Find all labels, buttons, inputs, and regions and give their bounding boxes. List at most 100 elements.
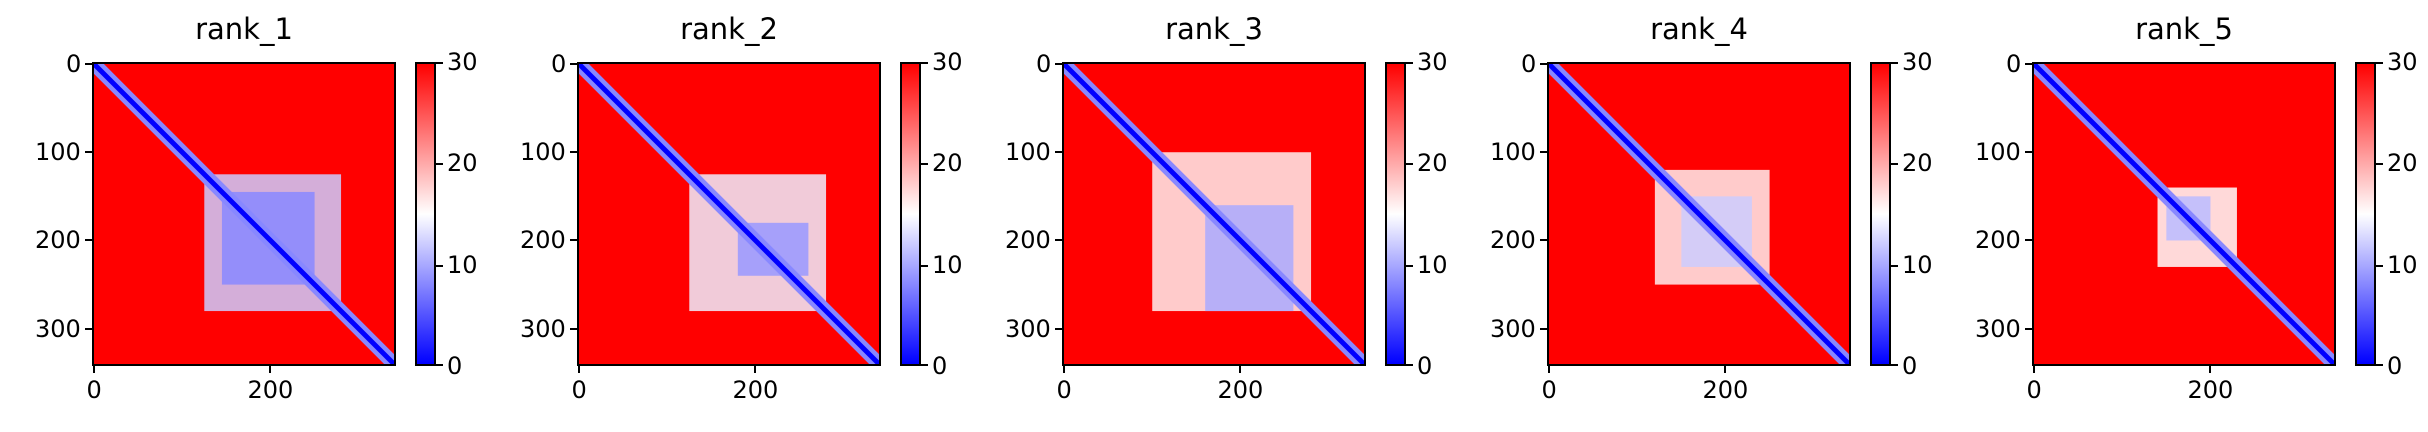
heatmap-panel-4: rank_4 0 200 0 100 200 300 0 10 20 30 [1455,0,1940,432]
y-tick-mark [1055,151,1062,154]
panel-title: rank_3 [1165,12,1263,46]
colorbar-tick-mark [2376,163,2383,166]
colorbar-tick-mark [1406,163,1413,166]
colorbar-tick-label: 0 [2387,352,2403,380]
heatmap-panel-3: rank_3 0 200 0 100 200 300 0 10 20 30 [970,0,1455,432]
y-tick-mark [570,151,577,154]
heatmap-plot-area [1547,62,1851,366]
colorbar-tick-mark [1891,364,1898,366]
colorbar-tick-mark [2376,364,2383,366]
y-tick-label: 200 [35,226,81,255]
panel-title: rank_4 [1650,12,1748,46]
y-tick-mark [1055,327,1062,330]
y-tick-label: 200 [520,226,566,255]
y-tick-mark [1055,63,1062,65]
colorbar-tick-mark [921,264,928,267]
colorbar-tick-mark [2376,62,2383,64]
y-tick-label: 100 [1975,138,2021,167]
x-tick-label: 200 [2187,376,2234,404]
colorbar [1385,62,1406,366]
colorbar-tick-label: 20 [2387,149,2418,178]
y-tick-mark [85,151,92,154]
x-tick-mark [2209,366,2212,373]
x-tick-mark [2033,366,2035,373]
y-tick-mark [570,327,577,330]
colorbar-tick-mark [1891,62,1898,64]
y-tick-label: 0 [66,50,82,78]
y-tick-label: 0 [1521,50,1537,78]
colorbar-tick-label: 0 [447,352,463,380]
y-tick-mark [85,327,92,330]
colorbar-tick-label: 10 [447,250,478,279]
colorbar-tick-mark [436,62,443,64]
x-tick-label: 0 [86,376,102,404]
y-tick-label: 0 [2006,50,2022,78]
colorbar-tick-mark [436,264,443,267]
colorbar-tick-mark [1891,163,1898,166]
y-tick-mark [1540,151,1547,154]
heatmap-diagonal [1549,64,1849,364]
y-tick-label: 200 [1005,226,1051,255]
x-tick-label: 200 [247,376,294,404]
colorbar-tick-label: 30 [1902,48,1933,76]
x-tick-label: 0 [1541,376,1557,404]
y-tick-mark [85,239,92,242]
x-tick-mark [1239,366,1242,373]
heatmap-panel-1: rank_1 0 200 0 100 200 300 0 10 20 30 [0,0,485,432]
y-tick-label: 100 [1490,138,1536,167]
y-tick-label: 100 [1005,138,1051,167]
colorbar-tick-mark [1891,264,1898,267]
heatmap-svg [2034,64,2334,364]
y-tick-label: 0 [551,50,567,78]
colorbar-tick-label: 10 [932,250,963,279]
y-tick-label: 300 [1005,314,1051,343]
y-tick-label: 300 [520,314,566,343]
y-tick-mark [1540,327,1547,330]
colorbar [415,62,436,366]
colorbar [1870,62,1891,366]
colorbar-tick-label: 0 [1902,352,1918,380]
heatmap-diagonal [1064,64,1364,364]
colorbar-tick-label: 10 [1902,250,1933,279]
colorbar-tick-label: 20 [447,149,478,178]
colorbar-tick-label: 30 [447,48,478,76]
heatmap-svg [94,64,394,364]
colorbar-tick-mark [921,364,928,366]
y-tick-mark [85,63,92,65]
y-tick-label: 100 [35,138,81,167]
panel-title: rank_2 [680,12,778,46]
x-tick-mark [578,366,580,373]
x-tick-mark [93,366,95,373]
y-tick-mark [570,63,577,65]
x-tick-mark [1724,366,1727,373]
heatmap-plot-area [92,62,396,366]
y-tick-mark [2025,151,2032,154]
colorbar-tick-mark [436,163,443,166]
heatmap-diagonal [2034,64,2334,364]
y-tick-label: 300 [35,314,81,343]
colorbar-tick-label: 20 [1902,149,1933,178]
panel-title: rank_1 [195,12,293,46]
x-tick-label: 0 [1056,376,1072,404]
panel-title: rank_5 [2135,12,2233,46]
x-tick-label: 0 [2026,376,2042,404]
colorbar-tick-label: 0 [1417,352,1433,380]
y-tick-label: 200 [1975,226,2021,255]
colorbar-tick-label: 10 [2387,250,2418,279]
y-tick-mark [1540,63,1547,65]
heatmap-svg [1549,64,1849,364]
heatmap-svg [579,64,879,364]
y-tick-label: 300 [1975,314,2021,343]
x-tick-mark [1063,366,1065,373]
heatmap-plot-area [577,62,881,366]
heatmap-diagonal [94,64,394,364]
colorbar-tick-mark [921,62,928,64]
x-tick-mark [754,366,757,373]
x-tick-label: 200 [1217,376,1264,404]
colorbar-tick-mark [436,364,443,366]
colorbar-tick-label: 0 [932,352,948,380]
x-tick-mark [1548,366,1550,373]
y-tick-label: 200 [1490,226,1536,255]
colorbar-tick-mark [921,163,928,166]
